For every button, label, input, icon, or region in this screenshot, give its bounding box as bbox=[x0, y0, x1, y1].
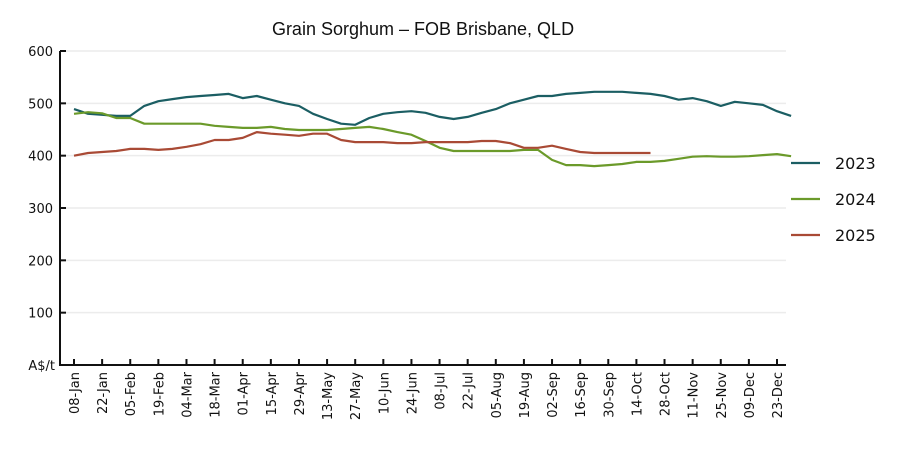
x-tick-label: 27-May bbox=[349, 372, 364, 420]
y-tick-label: 500 bbox=[28, 97, 53, 112]
x-ticks: 08-Jan 22-Jan 05-Feb 19-Feb 04-Mar 18-Mar 01-A… bbox=[68, 359, 786, 420]
series-line-2024 bbox=[73, 111, 792, 168]
x-tick-label: 08-Jul bbox=[434, 372, 449, 410]
x-tick-label: 18-Mar bbox=[209, 371, 224, 417]
x-tick-label: 05-Aug bbox=[490, 372, 505, 418]
x-tick-label: 15-Apr bbox=[265, 371, 280, 415]
x-tick-label: 28-Oct bbox=[659, 372, 674, 416]
y-ticks: 100 200 300 400 500 600 bbox=[28, 45, 66, 322]
x-tick-label: 08-Jan bbox=[68, 372, 83, 414]
x-tick-label: 30-Sep bbox=[602, 372, 617, 418]
x-tick-label: 29-Apr bbox=[293, 371, 308, 415]
x-tick-label: 19-Aug bbox=[518, 372, 533, 418]
x-tick-label: 13-May bbox=[321, 372, 336, 420]
legend: 2023 2024 2025 bbox=[791, 154, 876, 245]
x-tick-label: 19-Feb bbox=[152, 372, 167, 416]
x-tick-label: 05-Feb bbox=[124, 372, 139, 416]
x-tick-label: 14-Oct bbox=[630, 372, 645, 416]
chart-title: Grain Sorghum – FOB Brisbane, QLD bbox=[272, 19, 574, 39]
series-lines bbox=[73, 90, 792, 168]
series-line-2025 bbox=[73, 131, 651, 157]
x-tick-label: 22-Jul bbox=[462, 372, 477, 410]
x-tick-label: 10-Jun bbox=[377, 372, 392, 414]
y-tick-label: 400 bbox=[28, 150, 53, 165]
x-tick-label: 04-Mar bbox=[180, 371, 195, 417]
x-tick-label: 11-Nov bbox=[687, 372, 702, 419]
x-tick-label: 16-Sep bbox=[574, 372, 589, 418]
y-tick-label: 100 bbox=[28, 307, 53, 322]
x-tick-label: 23-Dec bbox=[771, 372, 786, 418]
x-tick-label: 09-Dec bbox=[743, 372, 758, 418]
x-tick-label: 02-Sep bbox=[546, 372, 561, 418]
legend-label-2025: 2025 bbox=[835, 226, 876, 245]
y-tick-label: 600 bbox=[28, 45, 53, 60]
y-tick-label: 300 bbox=[28, 202, 53, 217]
series-line-2023 bbox=[73, 90, 792, 126]
y-tick-label: 200 bbox=[28, 254, 53, 269]
x-tick-label: 24-Jun bbox=[405, 372, 420, 414]
gridlines bbox=[61, 50, 786, 314]
y-axis-label: A$/t bbox=[28, 359, 55, 374]
legend-label-2023: 2023 bbox=[835, 154, 876, 173]
x-tick-label: 22-Jan bbox=[96, 372, 111, 414]
x-tick-label: 25-Nov bbox=[715, 372, 730, 419]
x-tick-label: 01-Apr bbox=[237, 371, 252, 415]
legend-label-2024: 2024 bbox=[835, 190, 876, 209]
